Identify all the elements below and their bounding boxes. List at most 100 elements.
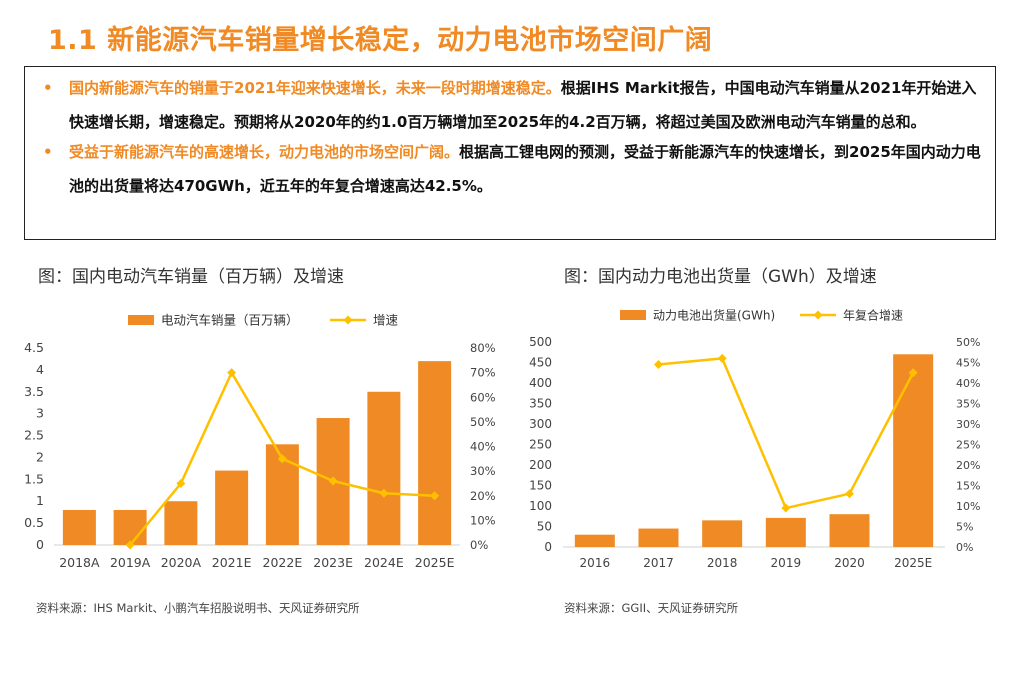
y2-tick-label: 20% (956, 459, 980, 472)
y-tick-label: 50 (537, 520, 552, 534)
y-tick-label: 0 (544, 540, 552, 554)
x-tick-label: 2022E (263, 555, 303, 570)
growth-point (328, 476, 338, 486)
legend-line-marker (343, 315, 353, 325)
growth-point (654, 360, 663, 370)
y2-tick-label: 70% (470, 366, 496, 380)
y-tick-label: 2.5 (24, 428, 44, 443)
bar (893, 354, 934, 547)
x-tick-label: 2019A (110, 555, 151, 570)
growth-point (717, 353, 727, 363)
x-tick-label: 2025E (415, 555, 455, 570)
growth-point (227, 368, 237, 378)
legend-bar-swatch (128, 315, 154, 325)
y-tick-label: 1.5 (24, 471, 44, 486)
x-tick-label: 2017 (643, 556, 674, 570)
bar (164, 501, 198, 545)
bar (113, 509, 147, 545)
legend-line-marker (813, 310, 823, 320)
y-tick-label: 200 (529, 458, 552, 472)
bullet-highlight: 受益于新能源汽车的高速增长，动力电池的市场空间广阔。 (69, 143, 460, 161)
y2-tick-label: 60% (470, 390, 496, 404)
bullet-item: • 国内新能源汽车的销量于2021年迎来快速增长，未来一段时期增速稳定。根据IH… (39, 71, 981, 139)
y-tick-label: 3 (36, 406, 44, 421)
y-tick-label: 100 (529, 499, 552, 513)
legend-label: 动力电池出货量(GWh) (653, 308, 775, 323)
bar (702, 520, 743, 547)
x-tick-label: 2020A (161, 555, 202, 570)
x-tick-label: 2018A (59, 555, 100, 570)
y-tick-label: 450 (529, 356, 552, 370)
y-tick-label: 1 (36, 493, 44, 508)
bar (62, 509, 96, 545)
y-tick-label: 250 (529, 438, 552, 452)
y-tick-label: 4.5 (24, 340, 44, 355)
y-tick-label: 350 (529, 397, 552, 411)
y2-tick-label: 10% (470, 513, 496, 527)
page-title: 1.1 新能源汽车销量增长稳定，动力电池市场空间广阔 (48, 25, 713, 56)
bar (215, 470, 249, 545)
y2-tick-label: 15% (956, 480, 980, 493)
bar (765, 517, 806, 547)
x-tick-label: 2018 (707, 556, 738, 570)
legend-label: 增速 (373, 313, 399, 328)
y-tick-label: 2 (36, 449, 44, 464)
bar (574, 534, 615, 547)
y2-tick-label: 40% (470, 440, 496, 454)
y-tick-label: 4 (36, 362, 44, 377)
bullet-item: • 受益于新能源汽车的高速增长，动力电池的市场空间广阔。根据高工锂电网的预测，受… (39, 135, 981, 203)
growth-point (845, 489, 854, 499)
y-tick-label: 0 (36, 537, 44, 552)
bar (829, 514, 870, 547)
x-tick-label: 2020 (834, 556, 865, 570)
growth-point (277, 454, 287, 464)
y2-tick-label: 0% (470, 538, 488, 552)
y-tick-label: 3.5 (24, 384, 44, 399)
chart-source-battery: 资料来源：GGII、天风证券研究所 (564, 601, 739, 615)
summary-box: • 国内新能源汽车的销量于2021年迎来快速增长，未来一段时期增速稳定。根据IH… (24, 66, 996, 240)
y-tick-label: 150 (529, 479, 552, 493)
bullet-text: 根据IHS Markit报告，中国电动汽车销量从2021年开始进入快速增长期，增… (69, 79, 977, 131)
chart-title-ev-sales: 图：国内电动汽车销量（百万辆）及增速 (38, 267, 344, 287)
bar (418, 361, 452, 545)
bullet-text: 根据高工锂电网的预测，受益于新能源汽车的快速增长，到2025年国内动力电池的出货… (69, 143, 981, 195)
x-tick-label: 2019 (771, 556, 802, 570)
legend-bar-swatch (620, 310, 646, 320)
y2-tick-label: 30% (956, 418, 980, 431)
y-tick-label: 400 (529, 376, 552, 390)
bullet-dot-icon: • (43, 79, 53, 97)
y2-tick-label: 30% (470, 464, 496, 478)
x-tick-label: 2023E (313, 555, 353, 570)
chart-title-battery: 图：国内动力电池出货量（GWh）及增速 (564, 267, 877, 287)
growth-point (430, 491, 440, 501)
growth-point (908, 368, 918, 378)
y-tick-label: 500 (529, 335, 552, 349)
growth-point (781, 503, 791, 513)
y2-tick-label: 50% (956, 336, 980, 349)
x-tick-label: 2021E (212, 555, 252, 570)
legend-label: 电动汽车销量（百万辆） (161, 313, 299, 328)
x-tick-label: 2016 (580, 556, 611, 570)
y2-tick-label: 50% (470, 415, 496, 429)
y2-tick-label: 45% (956, 357, 980, 370)
y2-tick-label: 5% (956, 521, 973, 534)
y2-tick-label: 0% (956, 541, 973, 554)
x-tick-label: 2025E (894, 556, 932, 570)
growth-point (379, 488, 389, 498)
y2-tick-label: 25% (956, 439, 980, 452)
growth-point (176, 478, 186, 488)
bullet-dot-icon: • (43, 143, 53, 161)
x-tick-label: 2024E (364, 555, 404, 570)
chart-source-ev-sales: 资料来源：IHS Markit、小鹏汽车招股说明书、天风证券研究所 (36, 601, 360, 615)
bar (638, 528, 679, 547)
growth-point (125, 540, 135, 550)
bullet-highlight: 国内新能源汽车的销量于2021年迎来快速增长，未来一段时期增速稳定。 (69, 79, 561, 97)
bar (367, 391, 401, 545)
y2-tick-label: 80% (470, 341, 496, 355)
legend-label: 年复合增速 (843, 308, 903, 323)
y2-tick-label: 20% (470, 489, 496, 503)
growth-line (658, 357, 915, 510)
y-tick-label: 300 (529, 417, 552, 431)
y2-tick-label: 35% (956, 398, 980, 411)
